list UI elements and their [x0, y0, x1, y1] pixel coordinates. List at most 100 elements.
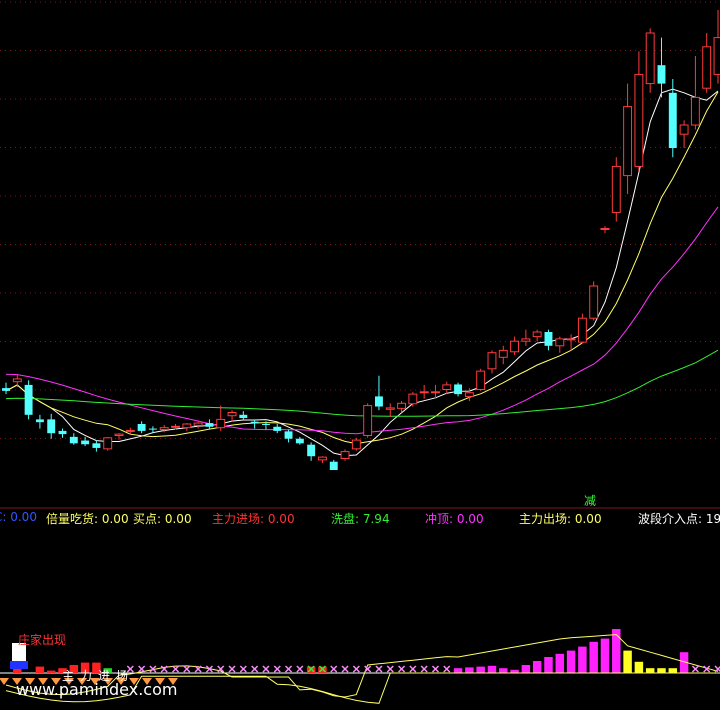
candle — [92, 440, 101, 452]
diamond-marker — [155, 678, 165, 685]
candle — [702, 33, 712, 93]
candle-body — [239, 414, 248, 419]
candle-body — [307, 444, 316, 457]
candle — [205, 419, 214, 429]
candle — [103, 436, 113, 451]
candle-body — [702, 46, 712, 89]
candle-body — [250, 421, 259, 424]
candle-body — [103, 437, 113, 450]
zhuangjia-block — [12, 643, 26, 661]
x-marker-stroke — [228, 665, 236, 673]
x-marker-stroke — [194, 665, 202, 673]
x-marker — [691, 665, 699, 673]
candle — [657, 37, 666, 98]
diamond-marker — [103, 678, 113, 685]
candle-body — [566, 338, 576, 341]
legend-item: 主力进场: 0.00 — [212, 512, 295, 526]
x-marker — [183, 665, 191, 673]
indicator-line-2 — [5, 672, 718, 704]
x-marker-stroke — [251, 665, 259, 673]
candle-body — [498, 349, 508, 358]
candle-body — [12, 378, 22, 383]
indicator-chart — [0, 629, 720, 704]
candle — [317, 456, 327, 464]
candle-body — [171, 425, 180, 428]
candle — [510, 336, 520, 355]
x-marker-stroke — [341, 665, 349, 673]
x-marker-stroke — [296, 665, 304, 673]
candle-body — [634, 73, 644, 167]
x-marker-stroke — [217, 665, 225, 673]
indicator-bar — [679, 652, 689, 673]
candle-body — [35, 419, 44, 423]
candle-body — [261, 424, 270, 425]
candle-body — [657, 65, 666, 84]
legend-item: 主力出场: 0.00 — [519, 512, 602, 526]
x-marker-stroke — [239, 665, 247, 673]
ma5-line — [5, 88, 719, 457]
candle-body — [329, 461, 338, 470]
legend-item: 波段介入点: 19. — [638, 512, 720, 526]
watermark: www.pamindex.com — [16, 680, 178, 699]
x-marker-stroke — [443, 665, 451, 673]
x-marker-stroke — [171, 665, 180, 673]
candle-body — [148, 428, 157, 430]
indicator-bar — [69, 665, 79, 673]
candle-body — [532, 331, 542, 338]
legend-item: 买点: 0.00 — [133, 512, 192, 526]
x-marker — [273, 665, 281, 673]
x-marker-stroke — [398, 665, 406, 673]
indicator-bar — [510, 669, 519, 673]
indicator-bar — [645, 668, 655, 673]
diamond-marker — [90, 678, 100, 685]
candle — [35, 414, 44, 429]
candle — [58, 428, 67, 438]
candle — [148, 426, 157, 434]
candle — [419, 384, 429, 399]
candle — [611, 157, 621, 222]
candle-body — [363, 405, 373, 437]
candle-body — [69, 436, 78, 444]
x-marker — [149, 665, 157, 673]
candle — [464, 388, 474, 401]
candle — [363, 403, 373, 438]
indicator-bar — [555, 653, 565, 673]
candle-body — [351, 439, 361, 450]
x-marker-stroke — [703, 665, 711, 673]
candle-body — [125, 429, 135, 432]
candle — [374, 375, 383, 411]
candle-body — [227, 412, 237, 417]
x-marker — [307, 665, 315, 673]
x-marker — [409, 665, 417, 673]
x-marker-stroke — [273, 665, 281, 673]
x-marker-stroke — [307, 665, 315, 673]
indicator-line — [5, 634, 719, 698]
indicator-bar — [612, 629, 621, 673]
candle — [329, 459, 338, 470]
x-marker — [341, 665, 349, 673]
candle — [351, 437, 361, 451]
diamond-marker — [116, 678, 126, 685]
ma10-line — [5, 91, 719, 445]
label-zhuliang: 主力进场 — [62, 669, 135, 683]
candle-body — [58, 430, 67, 435]
diamond-marker — [12, 678, 22, 685]
candle — [307, 442, 316, 461]
candle — [250, 419, 259, 429]
candle — [171, 424, 180, 430]
candle-body — [589, 285, 599, 319]
x-marker-stroke — [183, 665, 191, 673]
candle — [589, 281, 599, 321]
indicator-legend: C: 0.00 倍量吃货: 0.00 买点: 0.00 主力进场: 0.00 洗盘: 7… — [0, 509, 720, 527]
candle-body — [454, 384, 463, 395]
x-marker-stroke — [375, 665, 383, 673]
indicator-bar — [499, 668, 508, 673]
candle — [216, 405, 226, 431]
indicator-bar — [80, 662, 90, 673]
indicator-bar — [465, 667, 474, 673]
candle-body — [577, 317, 587, 343]
x-marker — [126, 665, 134, 673]
candle-body — [182, 423, 192, 429]
candle-body — [442, 384, 452, 390]
candle — [555, 336, 565, 353]
